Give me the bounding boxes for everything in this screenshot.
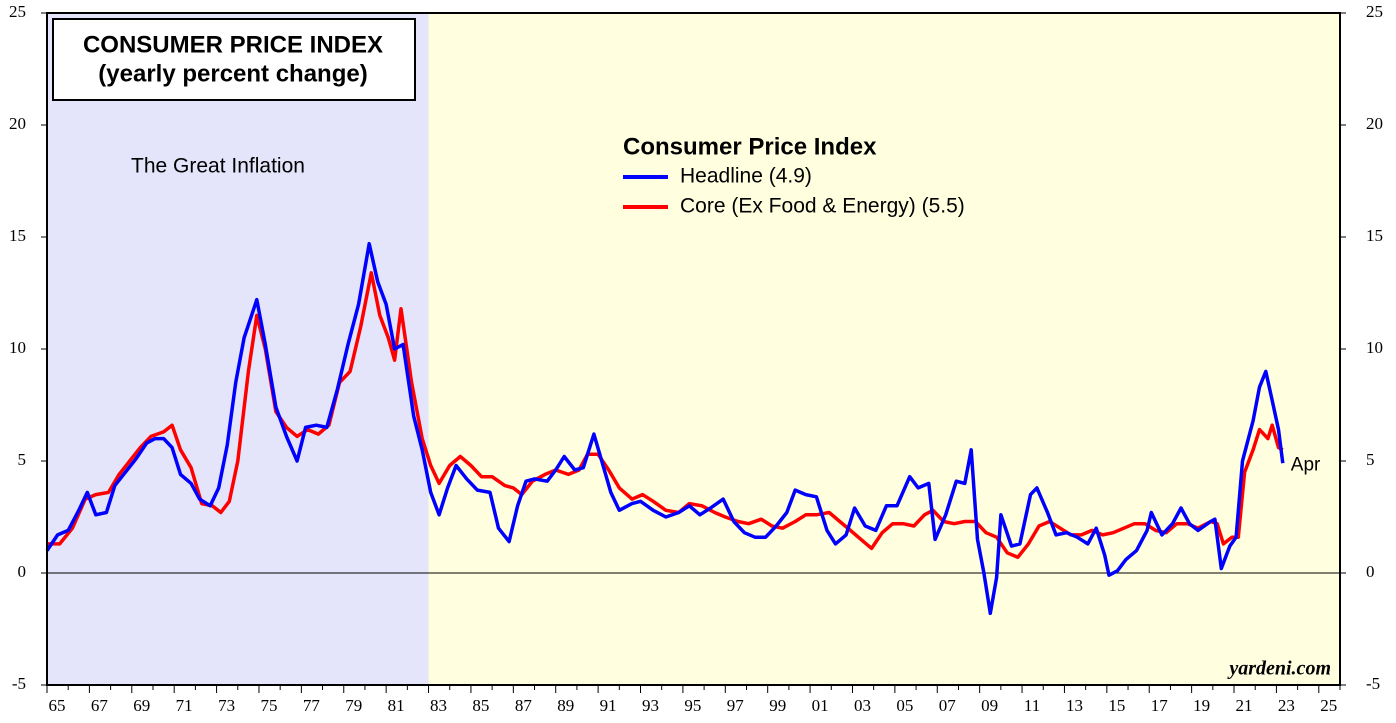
x-tick-label: 97 [727, 696, 745, 715]
x-tick-label: 69 [133, 696, 150, 715]
x-tick-label: 71 [176, 696, 193, 715]
y2-tick-label: 25 [1366, 2, 1383, 21]
x-tick-label: 15 [1108, 696, 1125, 715]
x-tick-label: 05 [896, 696, 913, 715]
series-line [45, 241, 1285, 616]
x-tick-label: 75 [260, 696, 277, 715]
x-tick-label: 81 [388, 696, 405, 715]
x-tick-label: 73 [218, 696, 235, 715]
y-tick-label: 5 [18, 450, 27, 469]
x-tick-label: 09 [981, 696, 998, 715]
x-tick-label: 25 [1320, 696, 1337, 715]
x-tick-label: 93 [642, 696, 659, 715]
y-tick-label: -5 [12, 674, 26, 693]
x-tick-label: 77 [303, 696, 321, 715]
series-line [47, 271, 1284, 560]
legend-title: Consumer Price Index [623, 133, 877, 160]
legend-label: Core (Ex Food & Energy) (5.5) [680, 195, 965, 218]
y-tick-label: 25 [9, 2, 26, 21]
y2-tick-label: 5 [1366, 450, 1375, 469]
shaded-period [47, 13, 429, 685]
x-tick-label: 21 [1236, 696, 1253, 715]
x-tick-label: 85 [472, 696, 489, 715]
x-tick-label: 67 [91, 696, 109, 715]
x-tick-label: 91 [600, 696, 617, 715]
y-tick-label: 0 [18, 562, 27, 581]
end-label: Apr [1291, 454, 1321, 475]
plot-frame [46, 12, 1341, 686]
x-tick-label: 13 [1066, 696, 1083, 715]
x-tick-label: 03 [854, 696, 871, 715]
title-box [52, 18, 416, 101]
x-tick-label: 07 [939, 696, 957, 715]
y-tick-label: 15 [9, 226, 26, 245]
y2-tick-label: -5 [1366, 674, 1380, 693]
x-tick-label: 99 [769, 696, 786, 715]
chart-subtitle: (yearly percent change) [98, 60, 367, 87]
source: yardeni.com [1227, 658, 1331, 680]
annotation: The Great Inflation [131, 155, 305, 178]
legend-label: Headline (4.9) [680, 165, 812, 188]
y-tick-label: 10 [9, 338, 26, 357]
x-tick-label: 65 [49, 696, 66, 715]
y2-tick-label: 0 [1366, 562, 1375, 581]
y2-tick-label: 20 [1366, 114, 1383, 133]
x-tick-label: 79 [345, 696, 362, 715]
x-tick-label: 17 [1151, 696, 1169, 715]
x-tick-label: 19 [1193, 696, 1210, 715]
x-tick-label: 23 [1278, 696, 1295, 715]
y-tick-label: 20 [9, 114, 26, 133]
chart-title: CONSUMER PRICE INDEX [83, 31, 383, 58]
x-tick-label: 01 [812, 696, 829, 715]
x-tick-label: 89 [557, 696, 574, 715]
x-tick-label: 87 [515, 696, 533, 715]
x-tick-label: 11 [1024, 696, 1040, 715]
x-tick-label: 95 [684, 696, 701, 715]
y2-tick-label: 10 [1366, 338, 1383, 357]
x-tick-label: 83 [430, 696, 447, 715]
y2-tick-label: 15 [1366, 226, 1383, 245]
